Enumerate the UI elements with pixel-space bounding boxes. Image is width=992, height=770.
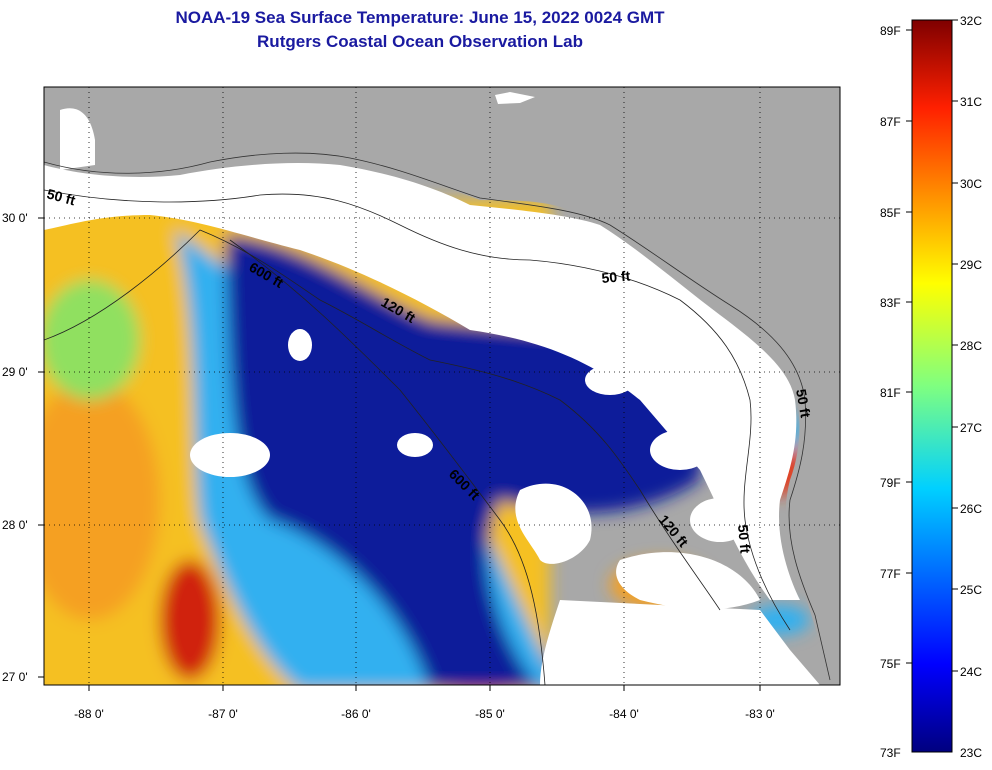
map-title: NOAA-19 Sea Surface Temperature: June 15… <box>175 8 665 27</box>
colorbar-f-label: 79F <box>880 476 901 490</box>
colorbar-f-label: 85F <box>880 206 901 220</box>
lon-label: -84 0' <box>609 707 639 721</box>
colorbar-c-label: 32C <box>960 14 983 28</box>
cloud-cover <box>44 92 820 685</box>
colorbar-f-label: 77F <box>880 567 901 581</box>
land-mass <box>44 87 840 685</box>
bathymetry-contours <box>44 189 791 685</box>
lat-label: 27 0' <box>2 670 28 684</box>
colorbar-c-label: 31C <box>960 95 983 109</box>
colorbar-f-label: 83F <box>880 296 901 310</box>
lon-label: -83 0' <box>745 707 775 721</box>
colorbar-f-label: 75F <box>880 657 901 671</box>
lon-label: -88 0' <box>74 707 104 721</box>
colorbar-c-label: 30C <box>960 177 983 191</box>
axis-ticks <box>38 217 761 691</box>
contour-label: 50 ft <box>601 268 631 286</box>
lat-label: 30 0' <box>2 211 28 225</box>
map-subtitle: Rutgers Coastal Ocean Observation Lab <box>257 32 583 51</box>
lat-label: 28 0' <box>2 518 28 532</box>
colorbar-f-label: 73F <box>880 746 901 760</box>
colorbar-f-label: 89F <box>880 24 901 38</box>
colorbar-ticks <box>906 19 958 672</box>
lon-label: -86 0' <box>341 707 371 721</box>
colorbar <box>911 19 953 753</box>
contour-label: 50 ft <box>45 185 77 208</box>
lat-label: 29 0' <box>2 365 28 379</box>
colorbar-c-label: 29C <box>960 258 983 272</box>
contour-label: 50 ft <box>735 524 753 554</box>
colorbar-c-label: 26C <box>960 502 983 516</box>
contour-label: 50 ft <box>793 388 814 419</box>
lon-label: -87 0' <box>208 707 238 721</box>
colorbar-c-label: 27C <box>960 421 983 435</box>
colorbar-f-label: 81F <box>880 386 901 400</box>
colorbar-c-label: 24C <box>960 665 983 679</box>
lon-label: -85 0' <box>475 707 505 721</box>
map-frame: 50 ft 600 ft 120 ft 50 ft 600 ft 120 ft … <box>44 87 840 685</box>
colorbar-c-label: 28C <box>960 339 983 353</box>
colorbar-f-label: 87F <box>880 115 901 129</box>
colorbar-c-label: 25C <box>960 583 983 597</box>
colorbar-c-label: 23C <box>960 746 983 760</box>
